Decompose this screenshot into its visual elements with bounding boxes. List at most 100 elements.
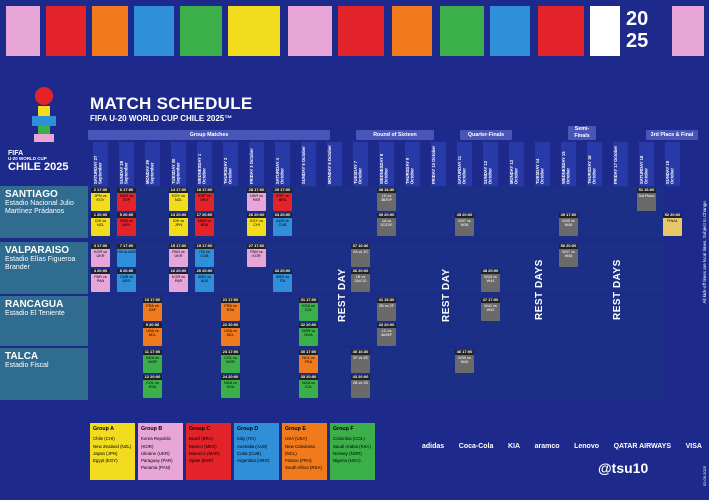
match-teams: W43 vs W44 bbox=[484, 274, 497, 283]
match-cell: 41 16:30 2B vs 2F bbox=[377, 297, 396, 321]
match-number-time: 38 16:30 bbox=[377, 187, 396, 193]
match-teams: JPN vs EGY bbox=[94, 193, 107, 202]
date-code: 02.09.2025 bbox=[702, 466, 707, 487]
group-team: Cuba (CUB) bbox=[237, 450, 261, 456]
match-teams: AUS vs CUB bbox=[276, 218, 289, 227]
match-teams: NGA vs COL bbox=[302, 380, 315, 389]
logo-event: U-20 WORLD CUP bbox=[8, 156, 47, 162]
group-card: Group D Italy (ITA) Australia (AUS) Cuba (C… bbox=[234, 423, 279, 480]
match-number-time: 9 20:00 bbox=[143, 322, 162, 328]
match-cell: 49 17:00 W45 vs W46 bbox=[559, 212, 578, 236]
match-teams: 2B vs 2D bbox=[352, 380, 369, 385]
banner-shape bbox=[180, 6, 222, 56]
rest-days-label: REST DAYS bbox=[612, 259, 623, 321]
match-cell: 4 20:00 PAR vs PAN bbox=[91, 268, 110, 292]
stage-group-matches: Group Matches bbox=[88, 130, 330, 140]
match-cell: 37 16:30 2A vs 2C bbox=[351, 243, 370, 267]
banner-shape bbox=[672, 6, 704, 56]
venue-city: SANTIAGO bbox=[5, 189, 58, 200]
match-cell: 21 17:00 FRA vs RSA bbox=[221, 297, 240, 321]
match-cell: 34 20:00 AUS vs CUB bbox=[273, 212, 292, 236]
venue-talca: TALCA Estadio Fiscal bbox=[0, 348, 88, 400]
day-header: SUNDAY 19 October bbox=[665, 142, 680, 186]
sponsor-visa: VISA bbox=[685, 442, 702, 450]
match-cell: 11 17:00 NGA vs NOR bbox=[143, 349, 162, 373]
group-team: Argentina (ARG) bbox=[237, 457, 270, 463]
banner-shape bbox=[46, 6, 86, 56]
group-card: Group A Chile (CHI) New Zealand (NZL) Japan… bbox=[90, 423, 135, 480]
match-number-time: 32 20:00 bbox=[299, 322, 318, 328]
match-number-time: 27 17:00 bbox=[247, 243, 266, 249]
banner-shape bbox=[392, 6, 432, 56]
venue-city: VALPARAISO bbox=[5, 245, 70, 256]
match-teams: KSA vs COL bbox=[302, 303, 315, 312]
group-team: South Africa (RSA) bbox=[285, 464, 322, 470]
day-header: TUESDAY 30 September bbox=[171, 142, 186, 186]
rest-day-label: REST DAY bbox=[441, 268, 452, 322]
venue-rancagua: RANCAGUA Estadio El Teniente bbox=[0, 296, 88, 346]
match-cell: 14 17:00 EGY vs NZL bbox=[169, 187, 188, 211]
match-teams: W41 vs W42 bbox=[484, 303, 497, 312]
match-teams: PAR vs PAN bbox=[94, 274, 107, 283]
group-name: Group A bbox=[93, 426, 114, 432]
match-teams: 3rd Place bbox=[638, 193, 655, 198]
match-number-time: 28 17:00 bbox=[247, 187, 266, 193]
venue-stadium: Estadio El Teniente bbox=[5, 310, 65, 317]
banner-shape bbox=[288, 6, 332, 56]
match-teams: CHI vs JPN bbox=[172, 218, 185, 227]
banner-year-top: 20 bbox=[626, 8, 649, 30]
banner-shape bbox=[338, 6, 384, 56]
match-cell: 46 17:00 W39 vs W40 bbox=[455, 349, 474, 373]
match-number-time: 8 20:00 bbox=[117, 268, 136, 274]
match-cell: 12 20:00 COL vs KSA bbox=[143, 374, 162, 398]
day-header: SUNDAY 5 October bbox=[301, 142, 316, 186]
match-number-time: 35 20:00 bbox=[299, 374, 318, 380]
match-cell: 13 20:00 CHI vs JPN bbox=[169, 212, 188, 236]
match-cell: 23 17:00 COL vs NOR bbox=[221, 349, 240, 373]
group-team: USA (USA) bbox=[285, 436, 307, 442]
match-number-time: 52 20:00 bbox=[663, 212, 682, 218]
match-cell: 27 17:00 PAN vs KOR bbox=[247, 243, 266, 267]
match-cell: 20 20:00 ARG vs AUS bbox=[195, 268, 214, 292]
banner-shape bbox=[92, 6, 128, 56]
day-header: THURSDAY 16 October bbox=[587, 142, 602, 186]
sponsor-kia: KIA bbox=[507, 442, 521, 450]
group-team: Egypt (EGY) bbox=[93, 457, 118, 463]
match-teams: USA vs NCL bbox=[146, 328, 159, 337]
sponsor-lenovo: Lenovo bbox=[574, 442, 599, 450]
match-teams: 2B vs 2F bbox=[379, 303, 394, 308]
match-cell: 32 20:00 NOR vs NGA bbox=[299, 322, 318, 346]
match-number-time: 43 20:00 bbox=[351, 374, 370, 380]
group-team: Chile (CHI) bbox=[93, 436, 115, 442]
match-number-time: 13 20:00 bbox=[169, 212, 188, 218]
venue-row bbox=[88, 348, 664, 400]
match-teams: KOR vs PAR bbox=[171, 274, 186, 283]
stage-round-of-sixteen: Round of Sixteen bbox=[356, 130, 434, 140]
sponsor-adidas: adidas bbox=[422, 442, 445, 450]
match-cell: 50 20:00 W47 vs W48 bbox=[559, 243, 578, 267]
match-cell: 5 20:00 BRA vs MEX bbox=[117, 212, 136, 236]
match-number-time: 11 17:00 bbox=[143, 349, 162, 355]
match-teams: UKR vs PAR bbox=[250, 193, 263, 202]
match-number-time: 43 20:00 bbox=[377, 322, 396, 328]
venue-city: TALCA bbox=[5, 351, 39, 362]
match-teams: FINAL bbox=[667, 218, 678, 223]
match-number-time: 21 17:00 bbox=[221, 297, 240, 303]
venue-city: RANCAGUA bbox=[5, 299, 64, 310]
venue-stadium: Estadio Nacional Julio Martínez Prádanos bbox=[5, 200, 74, 216]
venue-stadium: Estadio Elías Figueroa Brander bbox=[5, 256, 76, 272]
disclaimer-note: All kick-off times are local times. Subj… bbox=[702, 200, 707, 304]
match-cell: 43 20:00 1C vs 3A/B/F bbox=[377, 322, 396, 346]
match-teams: MAR vs BRA bbox=[197, 218, 212, 227]
match-number-time: 22 20:00 bbox=[221, 322, 240, 328]
match-teams: CHI vs NZL bbox=[94, 218, 107, 227]
match-teams: BRA vs MEX bbox=[120, 218, 133, 227]
venue-stadium: Estadio Fiscal bbox=[5, 362, 49, 369]
match-number-time: 41 16:30 bbox=[377, 297, 396, 303]
match-teams: NGA vs NOR bbox=[146, 355, 159, 364]
match-number-time: 34 20:00 bbox=[273, 212, 292, 218]
group-name: Group E bbox=[285, 426, 306, 432]
day-header: FRIDAY 17 October bbox=[613, 142, 628, 186]
rest-day-label: REST DAY bbox=[337, 268, 348, 322]
match-number-time: 12 20:00 bbox=[143, 374, 162, 380]
